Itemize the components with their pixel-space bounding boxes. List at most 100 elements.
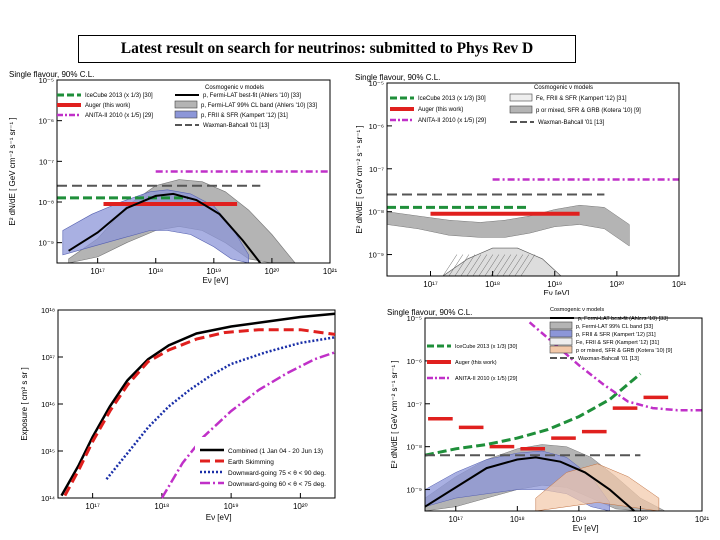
legend-entry: Fe, FRII & SFR (Kampert '12) [31] (576, 340, 659, 346)
legend-entry: Waxman-Bahcall '01 [13] (203, 123, 270, 129)
x-axis-label: Eν [eV] (206, 513, 232, 522)
hatch-line (484, 254, 500, 277)
legend-entry: Earth Skimming (228, 459, 274, 466)
x-tick-label: 10²⁰ (265, 267, 280, 276)
downward-60-75-line (160, 351, 336, 499)
plot-frame (386, 82, 680, 277)
chart-flux-limits-fr2: 10¹⁷ 10¹⁸ 10¹⁹ 10²⁰ 10²¹ 10⁻⁵ 10⁻⁶ 10⁻⁷ 10⁻⁸ 10⁻⁹… (355, 73, 687, 295)
legend-entry: IceCube 2013 (x 1/3) [30] (418, 96, 486, 102)
legend-entry: Auger (this work) (85, 103, 130, 109)
x-tick-label: 10²⁰ (633, 515, 648, 524)
y-tick-label: 10¹⁵ (41, 447, 55, 456)
x-tick-label: 10²⁰ (609, 280, 624, 289)
legend-header: Cosmogenic ν models (550, 307, 604, 313)
hatch-line (490, 254, 506, 277)
hatch-line (442, 254, 458, 277)
y-tick-label: 10⁻⁹ (38, 239, 54, 248)
x-tick-label: 10¹⁷ (449, 515, 464, 524)
y-tick-label: 10⁻⁶ (407, 357, 422, 366)
y-tick-label: 10⁻⁵ (369, 79, 384, 88)
legend-header: Cosmogenic ν models (534, 85, 593, 91)
legend-entry: p, Fermi-LAT best-fit (Ahlers '10) [33] (203, 93, 301, 99)
legend-swatch (549, 321, 573, 330)
y-axis-label: E² dN/dE [ GeV cm⁻² s⁻¹ sr⁻¹ ] (355, 125, 364, 233)
series-p-line (68, 192, 262, 264)
x-tick-label: 10²¹ (672, 280, 687, 289)
legend-entry: Auger (this work) (455, 360, 497, 366)
y-axis-label: Exposure [ cm² s sr ] (20, 367, 29, 440)
legend-entry: Combined (1 Jan 04 - 20 Jun 13) (228, 448, 323, 455)
legend-entry: p, FRII & SFR (Kampert '12) [31] (201, 113, 288, 119)
legend-entry: p, Fermi-LAT 99% CL band (Ahlers '10) [3… (201, 103, 317, 109)
x-tick-label: 10¹⁸ (510, 515, 525, 524)
legend-entry: Auger (this work) (418, 107, 463, 113)
y-tick-label: 10⁻⁶ (369, 122, 384, 131)
panel-exposure: 10¹⁷ 10¹⁸ 10¹⁹ 10²⁰ 10¹⁸ 10¹⁷ 10¹⁶ 10¹⁵ 10¹⁴ Expo… (5, 300, 350, 534)
combined-line (60, 312, 336, 497)
y-tick-label: 10⁻⁷ (369, 165, 384, 174)
legend-entry: Waxman-Bahcall '01 [13] (538, 120, 605, 126)
legend-entry: Fe, FRII & SFR (Kampert '12) [31] (536, 96, 627, 102)
hatch-line (514, 254, 530, 277)
fe-band-hatch (442, 254, 536, 277)
earth-skimming-line (63, 328, 336, 497)
legend-entry: IceCube 2013 (x 1/3) [30] (85, 93, 153, 99)
hatch-line (502, 254, 518, 277)
y-tick-label: 10⁻⁵ (39, 76, 54, 85)
x-tick-label: 10¹⁷ (90, 267, 105, 276)
x-tick-label: 10¹⁷ (423, 280, 438, 289)
mixed-band (386, 204, 630, 247)
x-tick-label: 10¹⁸ (154, 502, 169, 511)
panel-flux-limits-fermi: 10¹⁷ 10¹⁸ 10¹⁹ 10²⁰ 10²¹ 10⁻⁵ 10⁻⁶ 10⁻⁷ 10⁻⁸ 10⁻⁹… (5, 70, 345, 292)
x-axis-label: Eν [eV] (543, 289, 569, 295)
x-axis-label: Eν [eV] (202, 276, 228, 285)
series-p-line (424, 456, 635, 512)
legend-entry: p, Fermi-LAT best-fit (Ahlers '10) [33] (578, 316, 668, 322)
y-tick-label: 10⁻⁹ (406, 486, 422, 495)
x-tick-label: 10²¹ (695, 515, 710, 524)
series-anitaii-line (528, 321, 702, 412)
y-tick-label: 10⁻⁸ (369, 208, 384, 217)
hatch-line (478, 254, 494, 277)
legend-entry: ANITA-II 2010 (x 1/5) [29] (455, 376, 518, 382)
chart-title: Single flavour, 90% C.L. (9, 70, 94, 79)
hatch-line (508, 254, 524, 277)
legend-entry: p or mixed, SFR & GRB (Kotera '10) [9] (576, 348, 673, 354)
legend-swatch (549, 337, 573, 346)
chart-title: Single flavour, 90% C.L. (387, 308, 472, 317)
hatch-line (454, 254, 470, 277)
legend-header: Cosmogenic ν models (205, 85, 264, 91)
x-tick-label: 10¹⁹ (224, 502, 239, 511)
x-tick-label: 10¹⁹ (571, 515, 586, 524)
hatch-line (466, 254, 482, 277)
legend-swatch (549, 329, 573, 338)
legend-box (195, 437, 330, 493)
legend-swatch (509, 93, 533, 102)
y-tick-label: 10⁻⁵ (407, 314, 422, 323)
x-tick-label: 10¹⁸ (148, 267, 163, 276)
y-tick-label: 10⁻⁹ (368, 251, 384, 260)
x-tick-label: 10¹⁹ (206, 267, 221, 276)
legend-entry: Waxman-Bahcall '01 [13] (578, 356, 639, 362)
fe-band (441, 247, 562, 277)
x-tick-label: 10¹⁷ (85, 502, 100, 511)
y-axis-label: E² dN/dE [ GeV cm⁻² s⁻¹ sr⁻¹ ] (8, 117, 17, 225)
y-tick-label: 10¹⁶ (41, 400, 55, 409)
plot-frame (56, 79, 331, 264)
x-tick-label: 10¹⁸ (485, 280, 500, 289)
y-axis-label: E² dN/dE [ GeV cm⁻² s⁻¹ sr⁻¹ ] (390, 360, 399, 468)
x-tick-label: 10²⁰ (293, 502, 308, 511)
legend-entry: p, Fermi-LAT 99% CL band [33] (576, 324, 653, 330)
y-tick-label: 10¹⁸ (41, 306, 55, 315)
y-tick-label: 10¹⁴ (41, 494, 55, 503)
x-tick-label: 10²¹ (323, 267, 338, 276)
legend-entry: ANITA-II 2010 (x 1/5) [29] (85, 113, 153, 119)
chart-differential-limits: 10¹⁷ 10¹⁸ 10¹⁹ 10²⁰ 10²¹ 10⁻⁵ 10⁻⁶ 10⁻⁷ 10⁻⁸ 10⁻⁹… (387, 307, 710, 533)
y-tick-label: 10⁻⁶ (39, 117, 54, 126)
hatch-line (460, 254, 476, 277)
chart-title: Single flavour, 90% C.L. (355, 73, 440, 82)
hatch-line (496, 254, 512, 277)
legend-swatch (174, 100, 198, 109)
hatch-line (448, 254, 464, 277)
panel-differential-limits: 10¹⁷ 10¹⁸ 10¹⁹ 10²⁰ 10²¹ 10⁻⁵ 10⁻⁶ 10⁻⁷ 10⁻⁸ 10⁻⁹… (375, 300, 715, 534)
